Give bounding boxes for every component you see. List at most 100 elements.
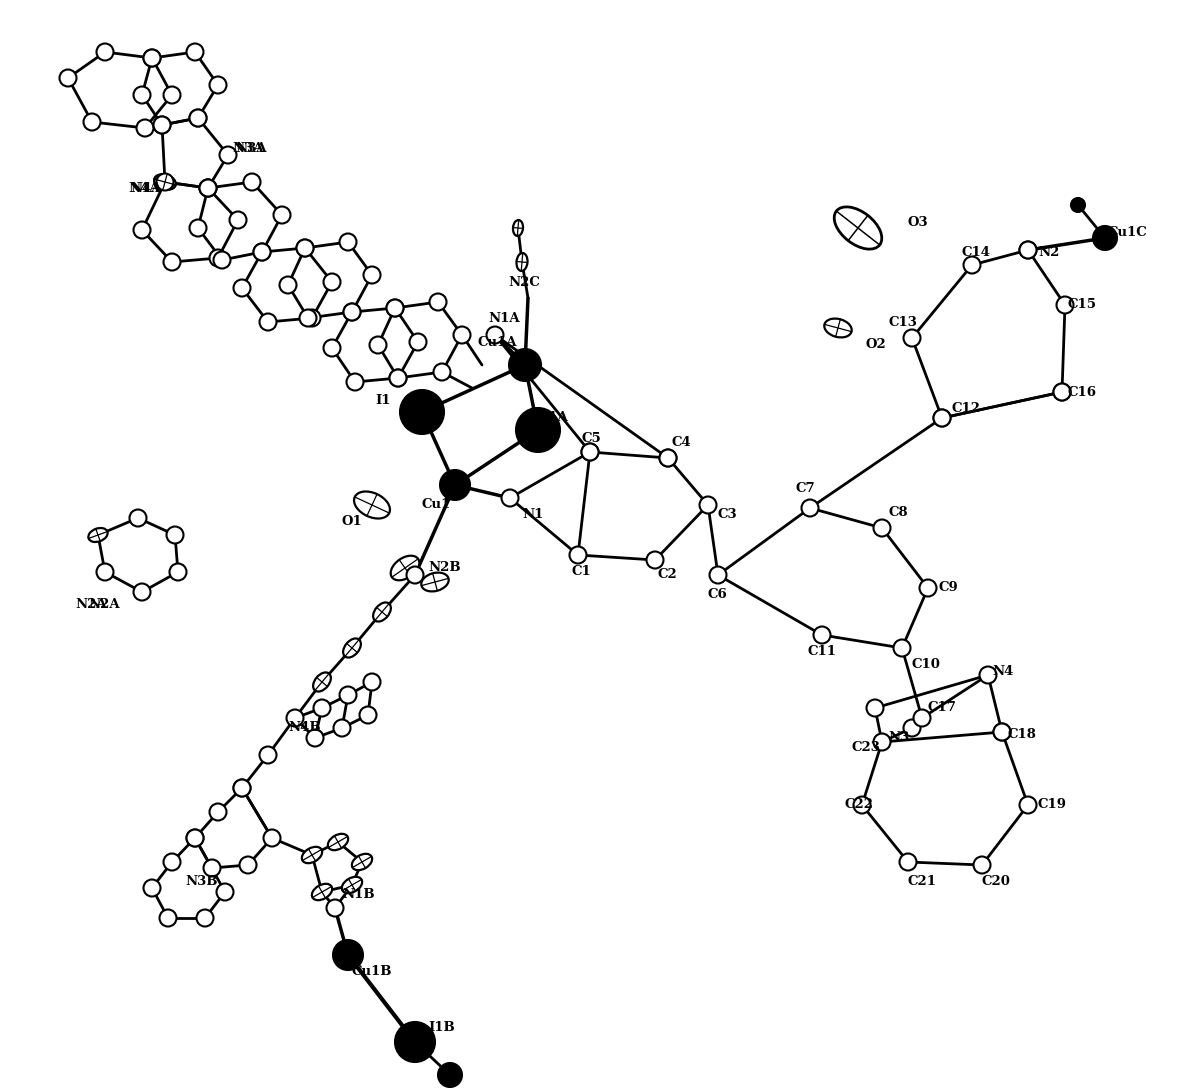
Circle shape — [1072, 198, 1085, 212]
Circle shape — [516, 408, 560, 452]
Text: C19: C19 — [1038, 799, 1067, 812]
Circle shape — [979, 667, 996, 683]
Circle shape — [509, 349, 541, 381]
Circle shape — [340, 687, 356, 704]
Circle shape — [386, 299, 403, 317]
Circle shape — [438, 1063, 462, 1087]
Circle shape — [407, 567, 424, 583]
Text: C17: C17 — [928, 702, 956, 715]
Ellipse shape — [155, 175, 175, 189]
Circle shape — [169, 564, 186, 581]
Ellipse shape — [342, 877, 362, 893]
Circle shape — [370, 336, 386, 354]
Text: C10: C10 — [912, 658, 941, 671]
Circle shape — [1056, 297, 1074, 313]
Circle shape — [324, 273, 341, 290]
Text: N1A: N1A — [488, 311, 520, 324]
Circle shape — [502, 490, 518, 507]
Ellipse shape — [512, 220, 523, 236]
Circle shape — [214, 251, 230, 269]
Circle shape — [144, 49, 161, 66]
Circle shape — [296, 239, 313, 257]
Ellipse shape — [302, 846, 322, 863]
Circle shape — [409, 334, 426, 350]
Circle shape — [167, 527, 184, 544]
Ellipse shape — [313, 672, 331, 692]
Circle shape — [324, 339, 341, 357]
Text: C1: C1 — [572, 566, 592, 579]
Text: N3A: N3A — [235, 141, 266, 154]
Text: C21: C21 — [908, 876, 937, 889]
Text: C3: C3 — [718, 508, 738, 521]
Text: C13: C13 — [888, 316, 917, 329]
Circle shape — [1020, 242, 1037, 259]
Circle shape — [582, 444, 599, 460]
Ellipse shape — [328, 833, 348, 850]
Text: Cu1B: Cu1B — [352, 965, 392, 978]
Circle shape — [340, 234, 356, 250]
Circle shape — [364, 267, 380, 284]
Text: C22: C22 — [845, 799, 874, 812]
Text: O3: O3 — [908, 215, 929, 228]
Circle shape — [287, 709, 304, 727]
Ellipse shape — [834, 207, 882, 249]
Text: Cu1C: Cu1C — [1108, 225, 1147, 238]
Circle shape — [199, 180, 216, 197]
Text: N2A: N2A — [88, 598, 120, 611]
Circle shape — [306, 729, 324, 746]
Text: C9: C9 — [938, 581, 958, 594]
Text: C4: C4 — [672, 435, 691, 448]
Circle shape — [259, 746, 276, 764]
Circle shape — [900, 853, 917, 870]
Text: N2C: N2C — [508, 275, 540, 288]
Circle shape — [156, 173, 174, 190]
Text: C20: C20 — [982, 876, 1010, 889]
Circle shape — [144, 879, 161, 897]
Ellipse shape — [89, 528, 108, 542]
Circle shape — [274, 207, 290, 223]
Text: N1B: N1B — [342, 889, 374, 902]
Circle shape — [913, 709, 930, 727]
Circle shape — [240, 856, 257, 874]
Circle shape — [894, 640, 911, 656]
Text: C16: C16 — [1068, 385, 1097, 398]
Ellipse shape — [516, 254, 528, 271]
Circle shape — [133, 87, 150, 103]
Ellipse shape — [373, 603, 391, 621]
Text: I1B: I1B — [428, 1022, 455, 1035]
Circle shape — [160, 910, 176, 927]
Circle shape — [700, 496, 716, 514]
Circle shape — [802, 499, 818, 517]
Text: I1: I1 — [374, 394, 390, 407]
Circle shape — [96, 44, 114, 61]
Circle shape — [280, 276, 296, 294]
Circle shape — [197, 910, 214, 927]
Circle shape — [343, 304, 360, 321]
Circle shape — [934, 409, 950, 426]
Text: N3: N3 — [888, 731, 910, 744]
Circle shape — [390, 370, 407, 386]
Circle shape — [133, 222, 150, 238]
Circle shape — [300, 309, 317, 326]
Circle shape — [430, 294, 446, 310]
Text: C8: C8 — [888, 506, 907, 519]
Circle shape — [190, 220, 206, 236]
Circle shape — [486, 326, 504, 344]
Circle shape — [647, 552, 664, 569]
Circle shape — [210, 76, 227, 94]
Circle shape — [343, 304, 360, 321]
Circle shape — [163, 853, 180, 870]
Text: N1: N1 — [522, 508, 544, 521]
Circle shape — [1020, 242, 1037, 259]
Circle shape — [190, 110, 206, 126]
Circle shape — [154, 116, 170, 134]
Circle shape — [874, 733, 890, 751]
Ellipse shape — [343, 639, 361, 657]
Circle shape — [96, 564, 114, 581]
Circle shape — [874, 519, 890, 536]
Ellipse shape — [824, 319, 852, 337]
Circle shape — [186, 829, 204, 846]
Text: C23: C23 — [852, 742, 881, 754]
Text: C11: C11 — [808, 645, 838, 658]
Text: N2: N2 — [1038, 246, 1060, 259]
